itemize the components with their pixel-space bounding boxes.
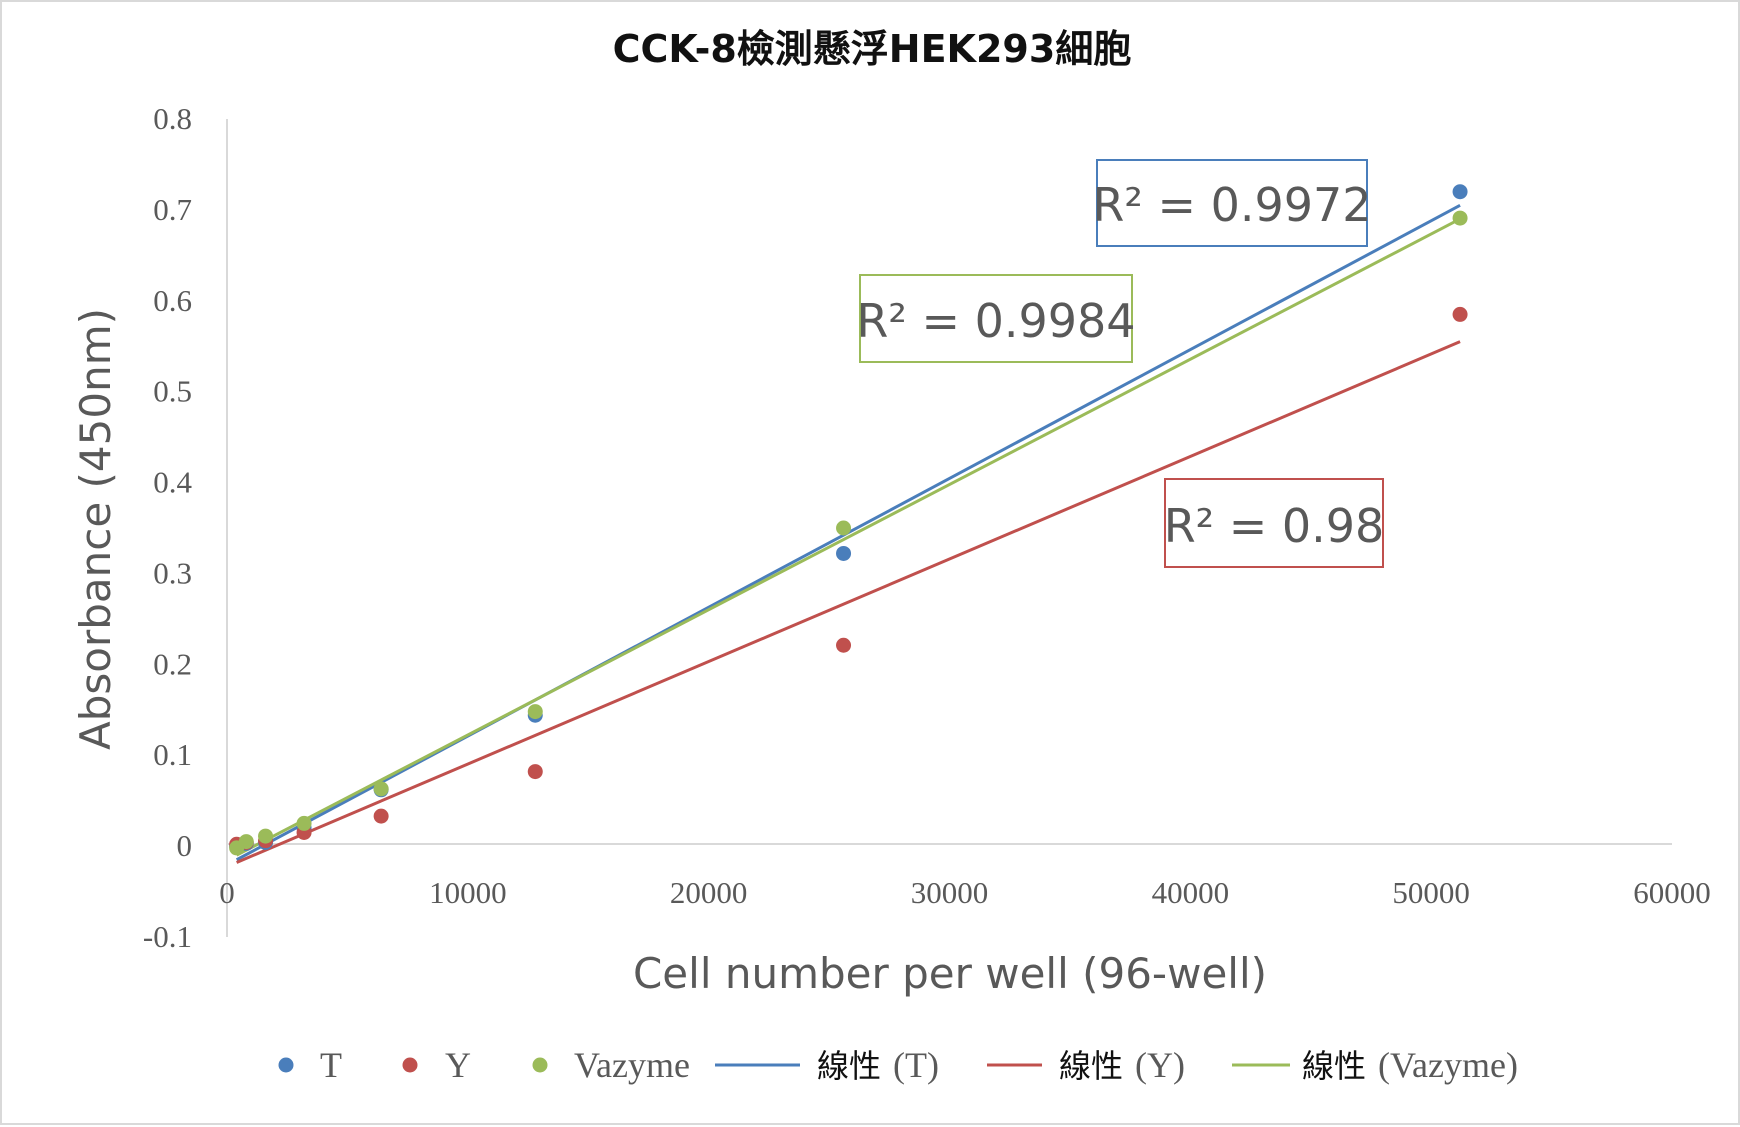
x-tick-label: 0 xyxy=(219,875,235,910)
x-tick-label: 60000 xyxy=(1633,875,1711,910)
legend-label: 線性 (T) xyxy=(817,1045,939,1085)
r2-annotation-y: R² = 0.98 xyxy=(1164,478,1385,568)
data-point-vazyme xyxy=(296,815,312,831)
data-point-vazyme xyxy=(258,828,274,844)
r2-label-vazyme: R² = 0.9984 xyxy=(856,294,1135,348)
axes xyxy=(226,119,1672,937)
data-point-vazyme xyxy=(527,704,543,720)
r2-annotation-vazyme: R² = 0.9984 xyxy=(856,274,1136,363)
y-tick-label: 0.1 xyxy=(153,737,192,772)
y-tick-labels: 0.8 0.7 0.6 0.5 0.4 0.3 0.2 0.1 0 -0.1 xyxy=(143,101,193,954)
legend-marker xyxy=(278,1057,294,1073)
y-tick-label: 0.7 xyxy=(153,192,192,227)
y-tick-label: -0.1 xyxy=(143,919,192,954)
data-point-y xyxy=(527,764,543,780)
x-tick-label: 40000 xyxy=(1152,875,1230,910)
legend-label: Y xyxy=(445,1045,471,1085)
y-tick-label: 0.4 xyxy=(153,465,192,500)
trendline-y xyxy=(236,340,1461,864)
y-tick-label: 0.2 xyxy=(153,646,192,681)
legend-label: Vazyme xyxy=(574,1045,690,1085)
x-tick-label: 20000 xyxy=(670,875,748,910)
y-tick-label: 0.3 xyxy=(153,555,192,590)
x-tick-labels: 0 10000 20000 30000 40000 50000 60000 xyxy=(219,875,1711,910)
legend-item: Y xyxy=(402,1045,471,1085)
r2-box-vazyme xyxy=(859,274,1133,363)
r2-annotation-t: R² = 0.9972 xyxy=(1092,159,1372,247)
x-tick-label: 50000 xyxy=(1392,875,1470,910)
data-point-vazyme xyxy=(238,834,254,850)
r2-label-y: R² = 0.98 xyxy=(1164,499,1385,553)
legend-marker xyxy=(402,1057,418,1073)
data-point-y xyxy=(1452,306,1468,322)
x-axis-title: Cell number per well (96-well) xyxy=(633,949,1267,998)
x-tick-label: 30000 xyxy=(911,875,989,910)
legend-item: 線性 (Vazyme) xyxy=(1232,1045,1518,1085)
data-points xyxy=(229,184,1468,856)
legend-item: T xyxy=(278,1045,342,1085)
data-point-vazyme xyxy=(1452,210,1468,226)
data-point-t xyxy=(1452,184,1468,200)
legend-label: 線性 (Vazyme) xyxy=(1302,1045,1518,1085)
y-tick-label: 0.8 xyxy=(153,101,192,136)
trendline-vazyme xyxy=(235,217,1461,857)
legend: T Y Vazyme 線性 (T) 線性 (Y) 線性 (Vazyme) xyxy=(278,1045,1518,1085)
legend-item: Vazyme xyxy=(532,1045,690,1085)
r2-box-y xyxy=(1164,478,1384,568)
data-point-t xyxy=(836,545,852,561)
r2-box-t xyxy=(1096,159,1368,247)
legend-label: 線性 (Y) xyxy=(1059,1045,1185,1085)
legend-item: 線性 (T) xyxy=(715,1045,939,1085)
x-tick-label: 10000 xyxy=(429,875,507,910)
legend-label: T xyxy=(320,1045,342,1085)
y-axis-title: Absorbance (450nm) xyxy=(71,308,120,750)
y-tick-label: 0.5 xyxy=(153,374,192,409)
y-tick-label: 0.6 xyxy=(153,283,192,318)
data-point-vazyme xyxy=(373,781,389,797)
legend-marker xyxy=(532,1057,548,1073)
legend-item: 線性 (Y) xyxy=(987,1045,1185,1085)
y-tick-label: 0 xyxy=(177,828,193,863)
data-point-vazyme xyxy=(836,520,852,536)
chart-title: CCK-8檢測懸浮HEK293細胞 xyxy=(613,27,1132,71)
r2-label-t: R² = 0.9972 xyxy=(1092,178,1371,232)
data-point-y xyxy=(373,808,389,824)
data-point-y xyxy=(836,637,852,653)
